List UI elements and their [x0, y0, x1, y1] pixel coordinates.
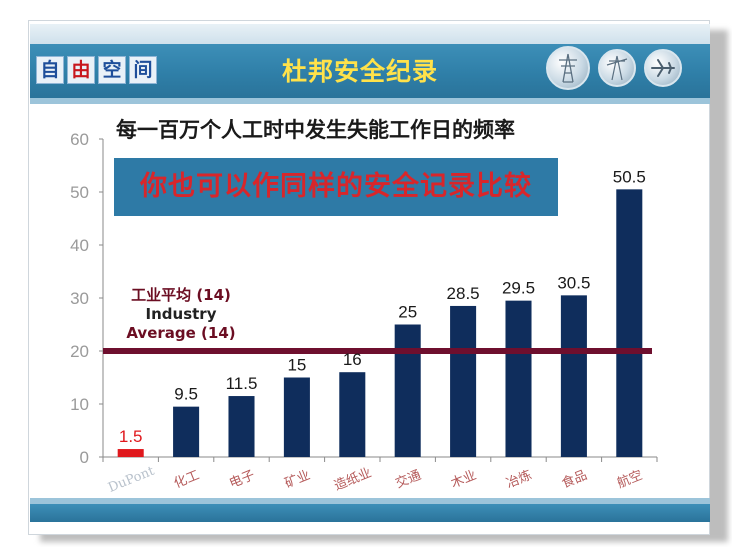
header-top-band: [30, 24, 710, 44]
header-icons: [546, 46, 682, 90]
bar-value-label: 25: [398, 303, 417, 322]
bar-value-label: 9.5: [174, 385, 198, 404]
bar: [505, 300, 532, 457]
bar: [173, 406, 200, 457]
bar: [394, 324, 421, 457]
bar: [228, 396, 255, 457]
category-label: 食品: [559, 467, 589, 492]
bar: [117, 449, 144, 457]
chart-subtitle: 每一百万个人工时中发生失能工作日的频率: [116, 118, 515, 142]
bar-value-label: 28.5: [447, 284, 480, 303]
category-label: 交通: [393, 467, 423, 492]
bar-group: [117, 189, 643, 457]
banner-text: 你也可以作同样的安全记录比较: [140, 171, 532, 202]
industry-average-label-en1: Industry: [145, 305, 217, 323]
bar: [283, 377, 310, 457]
value-label-group: 1.5 9.5 11.5 15 16 25 28.5 29.5 30.5 50.5: [119, 167, 646, 446]
bar-value-label: 29.5: [502, 279, 535, 298]
bar: [560, 295, 587, 457]
industry-average-label-en2: Average (14): [126, 324, 236, 342]
industry-average-label: 工业平均 (14) Industry Average (14): [116, 286, 246, 343]
category-label: 航空: [615, 467, 645, 492]
x-axis-label-group: DuPont 化工 电子 矿业 造纸业 交通 木业 冶炼 食品 航空: [106, 463, 645, 495]
category-label: 矿业: [283, 468, 313, 492]
y-tick-label: 50: [70, 183, 89, 202]
slide-title: 杜邦安全纪录: [281, 57, 438, 86]
industry-average-label-zh: 工业平均 (14): [131, 286, 231, 304]
footer-band: [30, 498, 710, 504]
bar-value-label: 30.5: [557, 273, 590, 292]
logo-char: 由: [67, 56, 95, 84]
airplane-icon: [644, 49, 682, 87]
y-tick-label: 60: [70, 130, 89, 149]
power-line-icon: [598, 49, 636, 87]
bar-value-label: 1.5: [119, 427, 143, 446]
bar-value-label: 50.5: [613, 167, 646, 186]
bar: [616, 189, 643, 457]
bar-value-label: 11.5: [226, 374, 258, 393]
category-label: 冶炼: [504, 468, 534, 492]
y-tick-label: 20: [70, 342, 89, 361]
y-tick-label: 10: [70, 395, 89, 414]
logo-char: 自: [36, 56, 64, 84]
logo: 自 由 空 间: [36, 56, 157, 86]
banner: 你也可以作同样的安全记录比较: [114, 158, 558, 216]
y-tick-label: 0: [80, 448, 89, 467]
category-label: 造纸业: [332, 465, 374, 494]
category-label: DuPont: [106, 463, 157, 495]
power-tower-icon: [546, 46, 590, 90]
bar: [450, 305, 477, 457]
logo-char: 间: [129, 56, 157, 84]
category-label: 化工: [172, 468, 202, 492]
y-tick-label: 40: [70, 236, 89, 255]
header-lower-band: [30, 98, 710, 104]
bar-value-label: 16: [343, 350, 362, 369]
y-tick-label: 30: [70, 289, 89, 308]
bar: [339, 372, 366, 457]
category-label: 电子: [227, 468, 257, 492]
logo-char: 空: [98, 56, 126, 84]
footer-bar: [30, 504, 710, 522]
category-label: 木业: [449, 468, 479, 492]
bar-value-label: 15: [287, 356, 306, 375]
